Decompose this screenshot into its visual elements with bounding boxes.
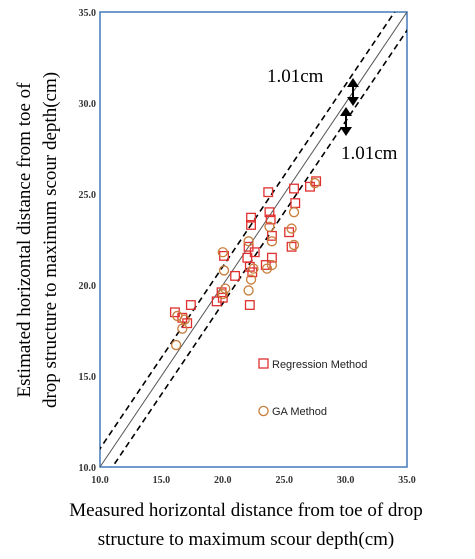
ga-point <box>266 259 278 271</box>
legend-marker-regression <box>258 358 269 369</box>
ga-point <box>286 223 297 234</box>
ga-point <box>217 247 228 258</box>
regression-point <box>246 212 256 223</box>
x-tick-label: 15.0 <box>153 475 171 486</box>
regression-point <box>249 247 260 258</box>
regression-point <box>244 300 255 310</box>
regression-point <box>217 292 228 303</box>
ga-point <box>170 339 182 351</box>
ga-point <box>266 236 278 247</box>
x-axis-title-line-1: Measured horizontal distance from toe of… <box>69 500 423 521</box>
offset-annotations: 1.01cm 1.01cm <box>267 66 398 164</box>
y-axis-ticks: 10.0 15.0 20.0 25.0 30.0 35.0 <box>79 8 97 474</box>
legend: Regression Method GA Method <box>258 358 367 418</box>
regression-point <box>311 176 322 187</box>
ga-point <box>248 263 259 274</box>
y-axis-title-line-1: Estimated horizontal distance from toe o… <box>14 82 35 398</box>
x-tick-label: 25.0 <box>275 475 293 486</box>
y-tick-label: 20.0 <box>79 281 97 292</box>
legend-label-regression: Regression Method <box>272 359 367 371</box>
y-tick-label: 10.0 <box>79 463 97 474</box>
regression-point <box>185 300 196 310</box>
y-tick-label: 35.0 <box>79 8 97 19</box>
regression-point <box>286 241 297 252</box>
ga-point <box>218 265 230 276</box>
ga-point <box>245 274 257 285</box>
ga-point <box>309 177 321 189</box>
x-axis-ticks: 10.0 15.0 20.0 25.0 30.0 35.0 <box>91 475 416 486</box>
double-arrow-icon <box>340 107 352 136</box>
ga-point <box>179 314 190 325</box>
regression-point <box>289 183 299 194</box>
line-of-equality-line <box>100 12 407 467</box>
x-tick-label: 35.0 <box>398 475 416 486</box>
ga-point <box>288 239 300 251</box>
ga-point <box>217 288 228 300</box>
y-tick-label: 15.0 <box>79 372 97 383</box>
upper-bound-line <box>100 12 396 451</box>
ga-point <box>177 323 188 334</box>
regression-point <box>264 207 275 218</box>
x-tick-label: 20.0 <box>214 475 232 486</box>
x-tick-label: 10.0 <box>91 475 109 486</box>
lower-bound-line <box>111 28 407 467</box>
data-points <box>169 176 322 351</box>
regression-point <box>216 287 227 298</box>
x-axis-title-line-2: structure to maximum scour depth(cm) <box>98 529 395 550</box>
regression-point <box>263 187 274 198</box>
regression-point <box>230 270 241 281</box>
regression-point <box>265 214 276 225</box>
reference-lines <box>100 12 407 467</box>
ga-point <box>220 283 231 294</box>
ga-point <box>264 221 275 232</box>
regression-point <box>246 219 256 230</box>
regression-point <box>266 230 277 241</box>
ga-point <box>288 207 300 218</box>
y-tick-label: 25.0 <box>79 190 97 201</box>
regression-point <box>243 241 254 252</box>
annotation-lower: 1.01cm <box>341 143 398 164</box>
legend-label-ga: GA Method <box>272 406 327 418</box>
ga-point <box>243 236 254 247</box>
ga-point <box>243 285 254 296</box>
regression-point <box>266 252 277 263</box>
y-tick-label: 30.0 <box>79 99 97 110</box>
annotation-upper: 1.01cm <box>267 66 324 87</box>
y-axis-title-line-2: drop structure to maximum scour depth(cm… <box>40 72 61 408</box>
x-tick-label: 30.0 <box>337 475 355 486</box>
double-arrow-icon <box>347 78 359 106</box>
legend-marker-ga <box>258 405 269 417</box>
